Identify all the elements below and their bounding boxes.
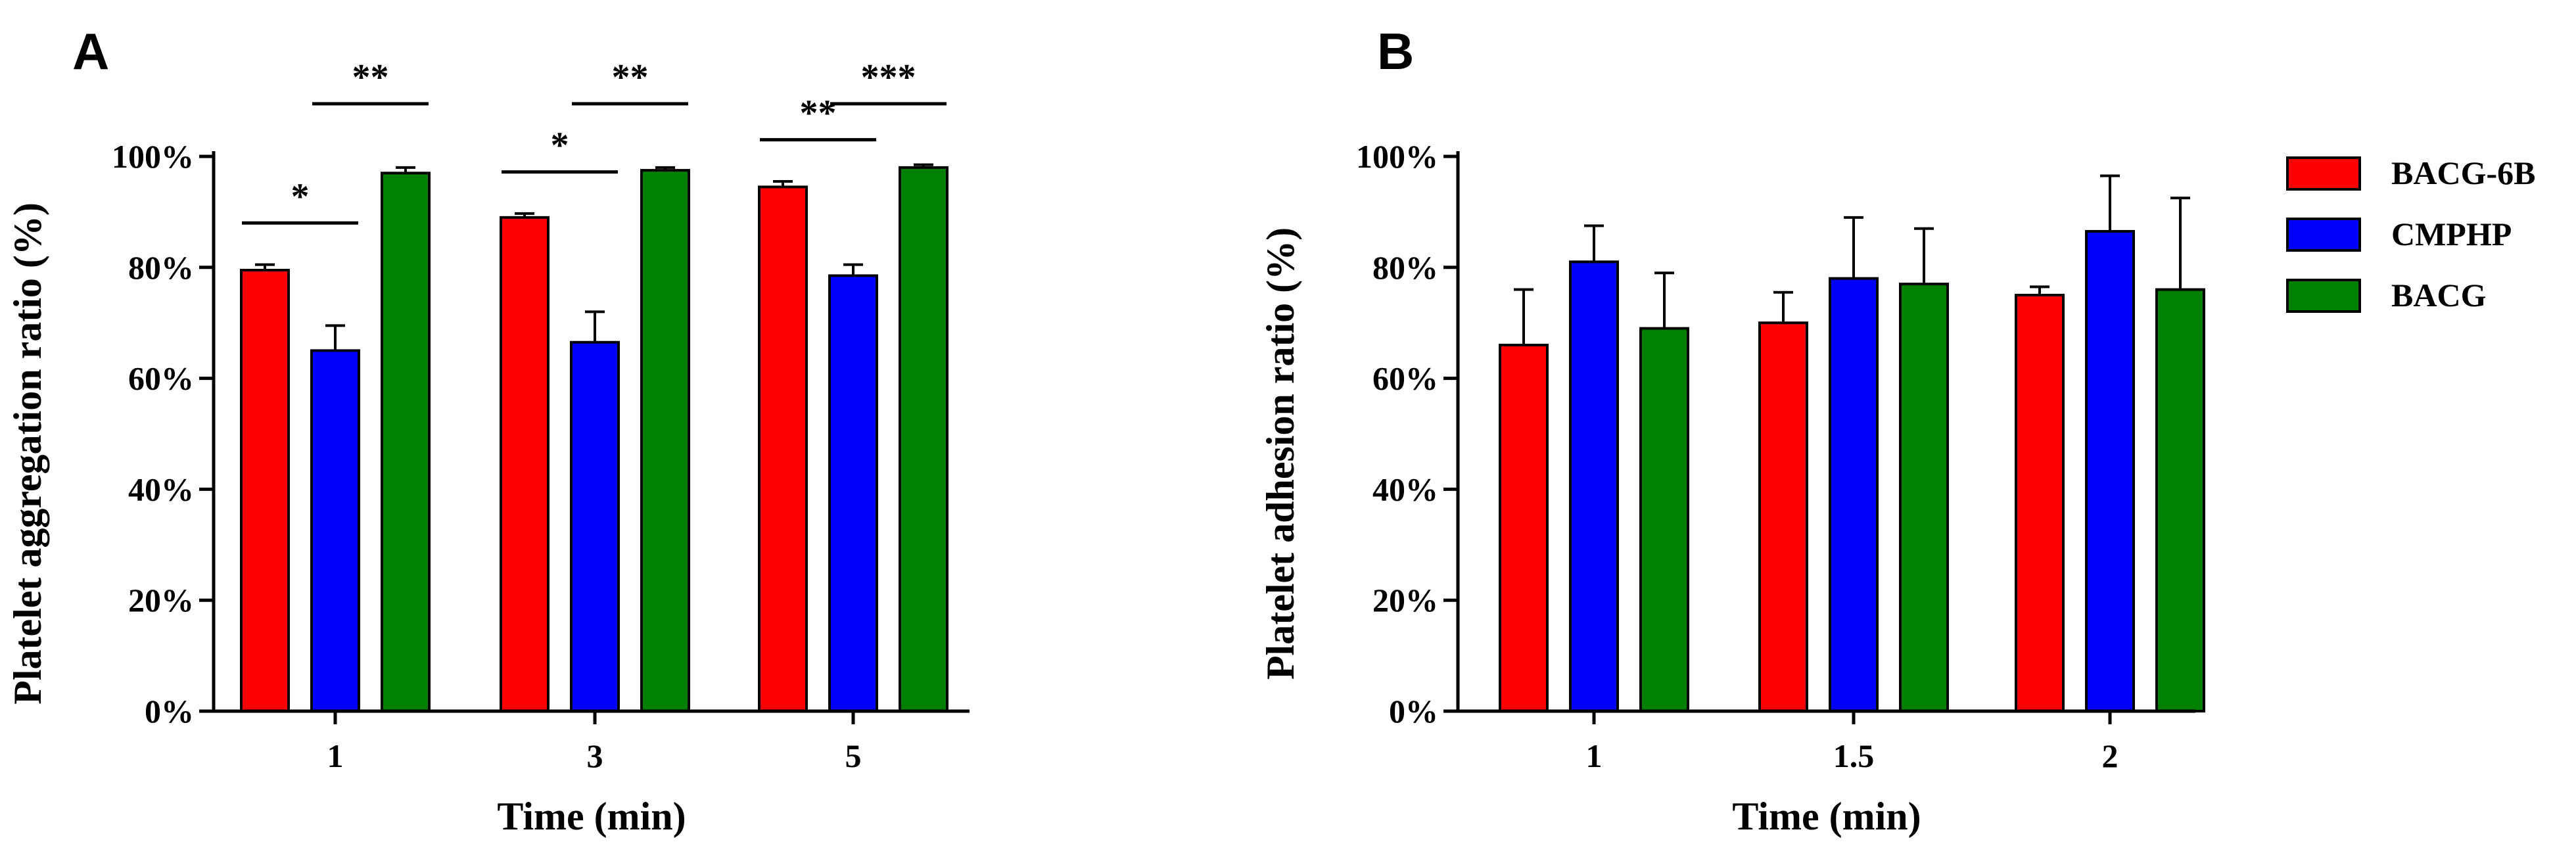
legend-item-bacg: BACG xyxy=(2286,277,2486,314)
y-tick-label-b-4: 80% xyxy=(1372,249,1438,286)
legend-swatch-cmphp xyxy=(2286,218,2361,252)
error-bar-b-bacg-6b-2 xyxy=(2030,285,2049,295)
bar-a-bacg-3 xyxy=(640,169,690,713)
x-tick-label-a-1: 1 xyxy=(327,737,344,774)
significance-label-a-3: ** xyxy=(612,57,649,98)
significance-a-3-3: ** xyxy=(572,57,688,106)
error-bar-b-bacg-1-5 xyxy=(1914,227,1934,285)
error-bar-a-bacg-6b-3 xyxy=(515,212,534,218)
y-tick-label-b-5: 100% xyxy=(1356,138,1438,175)
bar-b-bacg-6b-1-5 xyxy=(1758,321,1808,712)
legend-swatch-bacg xyxy=(2286,279,2361,313)
bar-b-cmphp-1 xyxy=(1569,260,1619,712)
bar-b-cmphp-2 xyxy=(2085,229,2135,712)
bar-a-cmphp-5 xyxy=(828,274,878,712)
y-tick-label-a-4: 80% xyxy=(128,249,194,286)
error-bar-a-bacg-6b-1 xyxy=(255,263,275,271)
legend-label-bacg: BACG xyxy=(2391,277,2486,314)
x-tick-label-a-5: 5 xyxy=(845,737,862,774)
error-bar-b-cmphp-1-5 xyxy=(1844,216,1863,279)
bar-a-bacg-6b-3 xyxy=(500,216,550,712)
bar-a-bacg-5 xyxy=(899,166,948,712)
y-tick-label-a-3: 60% xyxy=(128,360,194,397)
significance-label-a-1: ** xyxy=(352,57,389,98)
panel-a: A 0% 20% 40% 60% 80% 100% 1 3 5 Time (min) Platelet… xyxy=(6,22,970,838)
y-tick-label-b-3: 60% xyxy=(1372,360,1438,397)
bar-a-cmphp-1 xyxy=(310,349,360,712)
y-axis-title-b: Platelet adhesion ratio (%) xyxy=(1259,227,1302,680)
x-axis-title-b: Time (min) xyxy=(1732,795,1921,838)
significance-a-3-2: * xyxy=(502,126,618,174)
y-axis-title-a: Platelet aggregation ratio (%) xyxy=(6,202,49,705)
bar-a-cmphp-3 xyxy=(570,340,620,712)
error-bar-a-bacg-3 xyxy=(655,166,675,171)
x-tick-label-b-1-5: 1.5 xyxy=(1833,737,1875,774)
legend: BACG-6B CMPHP BACG xyxy=(2286,154,2535,314)
y-tick-label-b-1: 20% xyxy=(1372,582,1438,618)
legend-item-cmphp: CMPHP xyxy=(2286,216,2512,252)
error-bar-a-bacg-5 xyxy=(914,163,933,168)
y-tick-label-a-5: 100% xyxy=(112,138,194,175)
bar-b-bacg-6b-2 xyxy=(2015,294,2065,712)
error-bar-b-bacg-6b-1-5 xyxy=(1773,291,1793,323)
error-bar-b-cmphp-2 xyxy=(2100,174,2120,231)
y-tick-label-a-2: 40% xyxy=(128,471,194,507)
error-bar-b-bacg-1 xyxy=(1654,271,1674,329)
bar-b-bacg-2 xyxy=(2155,288,2205,712)
significance-a-5-4: ** xyxy=(760,93,876,142)
error-bar-b-bacg-6b-1 xyxy=(1514,288,1534,345)
significance-label-a-0: * xyxy=(291,176,310,217)
error-bar-b-cmphp-1 xyxy=(1584,224,1604,262)
bar-b-bacg-6b-1 xyxy=(1499,343,1549,712)
significance-label-a-2: * xyxy=(551,126,569,166)
bar-a-bacg-1 xyxy=(381,172,431,712)
significance-label-a-5: *** xyxy=(861,57,916,98)
y-tick-label-b-0: 0% xyxy=(1389,693,1438,730)
panel-b: B 0% 20% 40% 60% 80% 100% 1 1.5 2 Time (min) Platel… xyxy=(1259,22,2205,838)
panel-letter-b: B xyxy=(1377,22,1414,80)
panel-letter-a: A xyxy=(72,22,109,80)
error-bar-a-cmphp-3 xyxy=(585,310,605,342)
bar-b-cmphp-1-5 xyxy=(1829,277,1879,712)
x-tick-label-b-2: 2 xyxy=(2102,737,2119,774)
y-tick-label-b-2: 40% xyxy=(1372,471,1438,507)
legend-label-cmphp: CMPHP xyxy=(2391,216,2512,252)
significance-a-1-0: * xyxy=(242,176,358,225)
x-axis-title-a: Time (min) xyxy=(497,795,686,838)
legend-item-bacg-6b: BACG-6B xyxy=(2286,154,2535,191)
error-bar-a-bacg-6b-5 xyxy=(773,179,793,187)
significance-label-a-4: ** xyxy=(800,93,837,134)
bar-a-bacg-6b-5 xyxy=(758,185,808,713)
error-bar-a-bacg-1 xyxy=(396,166,415,174)
significance-a-1-1: ** xyxy=(312,57,429,106)
significance-a-5-5: *** xyxy=(830,57,947,106)
legend-swatch-bacg-6b xyxy=(2286,156,2361,191)
bar-a-bacg-6b-1 xyxy=(240,269,290,712)
y-tick-label-a-0: 0% xyxy=(145,693,194,730)
bar-b-bacg-1-5 xyxy=(1899,283,1949,712)
error-bar-a-cmphp-5 xyxy=(843,263,863,276)
error-bar-b-bacg-2 xyxy=(2170,197,2190,290)
x-tick-label-b-1: 1 xyxy=(1586,737,1603,774)
x-tick-label-a-3: 3 xyxy=(587,737,603,774)
y-tick-label-a-1: 20% xyxy=(128,582,194,618)
legend-label-bacg-6b: BACG-6B xyxy=(2391,154,2535,191)
error-bar-a-cmphp-1 xyxy=(325,324,345,351)
bar-b-bacg-1 xyxy=(1639,327,1689,712)
